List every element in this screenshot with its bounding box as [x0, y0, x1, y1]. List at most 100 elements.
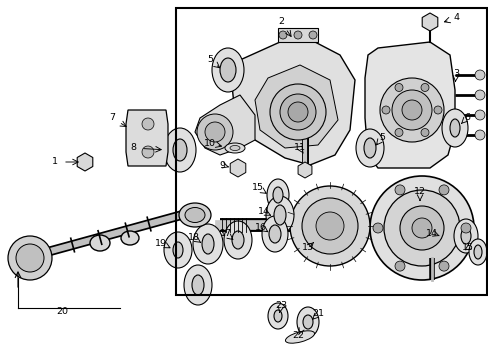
Ellipse shape — [303, 315, 312, 329]
Text: 14: 14 — [258, 207, 269, 216]
Circle shape — [420, 129, 428, 136]
Ellipse shape — [121, 231, 139, 245]
Circle shape — [433, 106, 441, 114]
Circle shape — [399, 206, 443, 250]
Circle shape — [383, 190, 459, 266]
Ellipse shape — [192, 275, 203, 295]
Circle shape — [142, 146, 154, 158]
Circle shape — [394, 84, 402, 91]
Ellipse shape — [355, 129, 383, 167]
Ellipse shape — [273, 310, 282, 322]
Circle shape — [394, 261, 404, 271]
Ellipse shape — [453, 219, 477, 253]
Circle shape — [474, 130, 484, 140]
Circle shape — [474, 90, 484, 100]
Ellipse shape — [449, 119, 459, 137]
Text: 4: 4 — [452, 13, 458, 22]
Circle shape — [287, 102, 307, 122]
Ellipse shape — [363, 138, 375, 158]
Text: 10: 10 — [203, 139, 216, 148]
Polygon shape — [364, 42, 454, 168]
Circle shape — [204, 122, 224, 142]
Ellipse shape — [193, 224, 223, 264]
Ellipse shape — [460, 228, 470, 244]
Ellipse shape — [184, 207, 204, 222]
Ellipse shape — [273, 205, 285, 225]
Circle shape — [401, 100, 421, 120]
Text: 5: 5 — [378, 134, 384, 143]
Ellipse shape — [266, 179, 288, 211]
Circle shape — [379, 78, 443, 142]
Text: 11: 11 — [293, 144, 305, 153]
Text: 14: 14 — [425, 229, 437, 238]
Ellipse shape — [90, 235, 110, 251]
Circle shape — [279, 31, 286, 39]
Circle shape — [293, 31, 302, 39]
Text: 9: 9 — [219, 161, 224, 170]
Circle shape — [8, 236, 52, 280]
Text: 20: 20 — [56, 307, 68, 316]
Text: 13: 13 — [301, 243, 313, 252]
Circle shape — [280, 94, 315, 130]
Polygon shape — [231, 42, 354, 165]
Ellipse shape — [179, 203, 210, 227]
Text: 6: 6 — [463, 113, 469, 122]
Polygon shape — [195, 95, 254, 155]
Ellipse shape — [231, 231, 244, 249]
Polygon shape — [254, 65, 337, 148]
Ellipse shape — [224, 143, 244, 153]
Circle shape — [460, 223, 470, 233]
Circle shape — [474, 70, 484, 80]
Circle shape — [381, 106, 389, 114]
Circle shape — [315, 212, 343, 240]
Ellipse shape — [163, 232, 192, 268]
Circle shape — [302, 198, 357, 254]
Text: 18: 18 — [187, 234, 200, 243]
Text: 19: 19 — [155, 238, 167, 248]
Ellipse shape — [173, 139, 186, 161]
Ellipse shape — [285, 331, 314, 343]
Ellipse shape — [173, 242, 183, 258]
Ellipse shape — [224, 221, 251, 259]
Circle shape — [438, 185, 448, 195]
Ellipse shape — [262, 216, 287, 252]
Text: 7: 7 — [109, 113, 115, 122]
Text: 22: 22 — [291, 332, 304, 341]
Text: 23: 23 — [274, 302, 286, 310]
Text: 5: 5 — [206, 55, 213, 64]
Ellipse shape — [296, 307, 318, 337]
Circle shape — [438, 261, 448, 271]
Circle shape — [16, 244, 44, 272]
Text: 8: 8 — [130, 144, 136, 153]
Text: 3: 3 — [452, 69, 458, 78]
Text: 1: 1 — [52, 158, 58, 166]
Ellipse shape — [272, 187, 283, 203]
Ellipse shape — [265, 196, 293, 234]
Ellipse shape — [267, 303, 287, 329]
Text: 2: 2 — [278, 18, 284, 27]
Ellipse shape — [163, 128, 196, 172]
Circle shape — [369, 176, 473, 280]
Circle shape — [197, 114, 232, 150]
Circle shape — [391, 90, 431, 130]
Circle shape — [394, 185, 404, 195]
Bar — [176, 8, 486, 295]
Polygon shape — [126, 110, 168, 166]
Circle shape — [474, 110, 484, 120]
Text: 15: 15 — [251, 184, 264, 193]
Circle shape — [420, 84, 428, 91]
Circle shape — [142, 118, 154, 130]
Ellipse shape — [468, 239, 486, 265]
Text: 16: 16 — [254, 222, 266, 231]
Ellipse shape — [268, 225, 281, 243]
Circle shape — [289, 186, 369, 266]
Text: 12: 12 — [413, 188, 425, 197]
Ellipse shape — [220, 58, 236, 82]
Circle shape — [411, 218, 431, 238]
Ellipse shape — [212, 48, 244, 92]
Ellipse shape — [229, 145, 240, 150]
Text: 17: 17 — [220, 230, 231, 238]
Ellipse shape — [202, 234, 214, 254]
Ellipse shape — [441, 109, 467, 147]
Circle shape — [308, 31, 316, 39]
